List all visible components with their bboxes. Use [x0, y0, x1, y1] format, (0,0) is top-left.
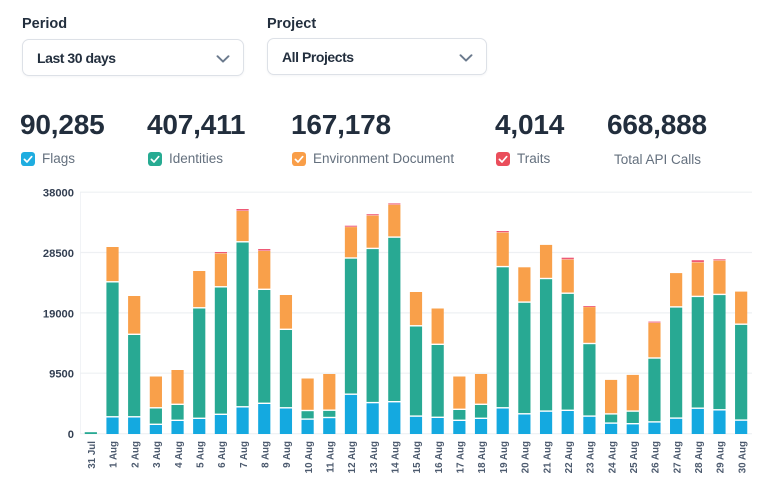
svg-text:24 Aug: 24 Aug: [607, 441, 618, 473]
svg-text:19 Aug: 19 Aug: [499, 441, 510, 473]
svg-text:31 Jul: 31 Jul: [87, 441, 98, 469]
svg-text:3 Aug: 3 Aug: [152, 441, 163, 468]
svg-text:1 Aug: 1 Aug: [109, 441, 120, 468]
svg-text:18 Aug: 18 Aug: [477, 441, 488, 473]
svg-text:11 Aug: 11 Aug: [325, 441, 336, 473]
svg-text:26 Aug: 26 Aug: [651, 441, 662, 473]
svg-text:23 Aug: 23 Aug: [586, 441, 597, 473]
svg-text:12 Aug: 12 Aug: [347, 441, 358, 473]
svg-text:20 Aug: 20 Aug: [521, 441, 532, 473]
svg-text:30 Aug: 30 Aug: [737, 441, 748, 473]
svg-text:13 Aug: 13 Aug: [369, 441, 380, 473]
svg-text:10 Aug: 10 Aug: [304, 441, 315, 473]
svg-text:28500: 28500: [43, 248, 74, 260]
svg-text:5 Aug: 5 Aug: [195, 441, 206, 468]
svg-text:6 Aug: 6 Aug: [217, 441, 228, 468]
svg-text:38000: 38000: [43, 188, 74, 200]
svg-text:16 Aug: 16 Aug: [434, 441, 445, 473]
svg-text:22 Aug: 22 Aug: [564, 441, 575, 473]
svg-text:21 Aug: 21 Aug: [542, 441, 553, 473]
svg-text:0: 0: [68, 429, 74, 441]
svg-text:14 Aug: 14 Aug: [391, 441, 402, 473]
svg-text:8 Aug: 8 Aug: [260, 441, 271, 468]
svg-text:17 Aug: 17 Aug: [456, 441, 467, 473]
svg-text:4 Aug: 4 Aug: [174, 441, 185, 468]
svg-text:19000: 19000: [43, 308, 74, 320]
svg-text:7 Aug: 7 Aug: [239, 441, 250, 468]
svg-text:15 Aug: 15 Aug: [412, 441, 423, 473]
svg-text:28 Aug: 28 Aug: [694, 441, 705, 473]
svg-text:29 Aug: 29 Aug: [716, 441, 727, 473]
svg-text:2 Aug: 2 Aug: [130, 441, 141, 468]
svg-text:27 Aug: 27 Aug: [672, 441, 683, 473]
svg-text:9 Aug: 9 Aug: [282, 441, 293, 468]
svg-text:25 Aug: 25 Aug: [629, 441, 640, 473]
svg-text:9500: 9500: [49, 369, 74, 381]
